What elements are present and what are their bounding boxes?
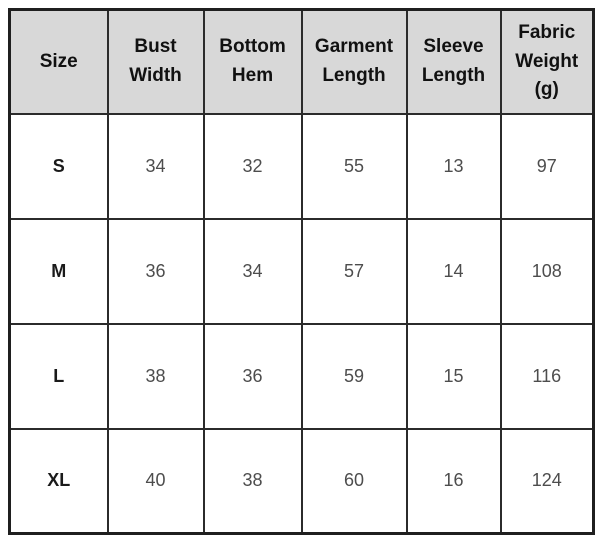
value-cell: 36 xyxy=(106,217,205,325)
header-bottom-hem: Bottom Hem xyxy=(202,8,303,115)
size-cell: XL xyxy=(8,427,109,535)
value-cell: 97 xyxy=(499,112,595,220)
header-fabric-weight: Fabric Weight (g) xyxy=(499,8,595,115)
value-cell: 60 xyxy=(300,427,408,535)
value-cell: 38 xyxy=(106,322,205,430)
size-cell: L xyxy=(8,322,109,430)
table-row-m: M 36 34 57 14 108 xyxy=(8,217,595,325)
table-row-l: L 38 36 59 15 116 xyxy=(8,322,595,430)
value-cell: 32 xyxy=(202,112,303,220)
size-cell: S xyxy=(8,112,109,220)
header-sleeve-length: Sleeve Length xyxy=(405,8,502,115)
value-cell: 59 xyxy=(300,322,408,430)
value-cell: 34 xyxy=(202,217,303,325)
header-bust-width: Bust Width xyxy=(106,8,205,115)
value-cell: 16 xyxy=(405,427,502,535)
table-row-xl: XL 40 38 60 16 124 xyxy=(8,427,595,535)
value-cell: 57 xyxy=(300,217,408,325)
value-cell: 36 xyxy=(202,322,303,430)
value-cell: 13 xyxy=(405,112,502,220)
header-size: Size xyxy=(8,8,109,115)
value-cell: 124 xyxy=(499,427,595,535)
value-cell: 15 xyxy=(405,322,502,430)
value-cell: 34 xyxy=(106,112,205,220)
value-cell: 38 xyxy=(202,427,303,535)
table-row-s: S 34 32 55 13 97 xyxy=(8,112,595,220)
value-cell: 14 xyxy=(405,217,502,325)
size-chart-table: Size Bust Width Bottom Hem Garment Lengt… xyxy=(8,8,595,535)
size-cell: M xyxy=(8,217,109,325)
header-row: Size Bust Width Bottom Hem Garment Lengt… xyxy=(8,8,595,115)
value-cell: 55 xyxy=(300,112,408,220)
value-cell: 108 xyxy=(499,217,595,325)
value-cell: 116 xyxy=(499,322,595,430)
header-garment-length: Garment Length xyxy=(300,8,408,115)
value-cell: 40 xyxy=(106,427,205,535)
